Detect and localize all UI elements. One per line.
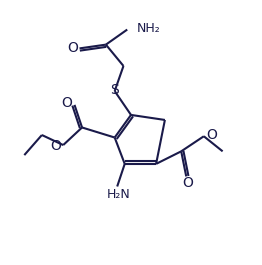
Text: H₂N: H₂N [107, 188, 130, 201]
Text: O: O [206, 128, 217, 142]
Text: O: O [182, 176, 193, 191]
Text: O: O [67, 41, 78, 55]
Text: O: O [50, 139, 61, 153]
Text: NH₂: NH₂ [137, 22, 161, 35]
Text: O: O [62, 96, 72, 110]
Text: S: S [110, 83, 119, 97]
